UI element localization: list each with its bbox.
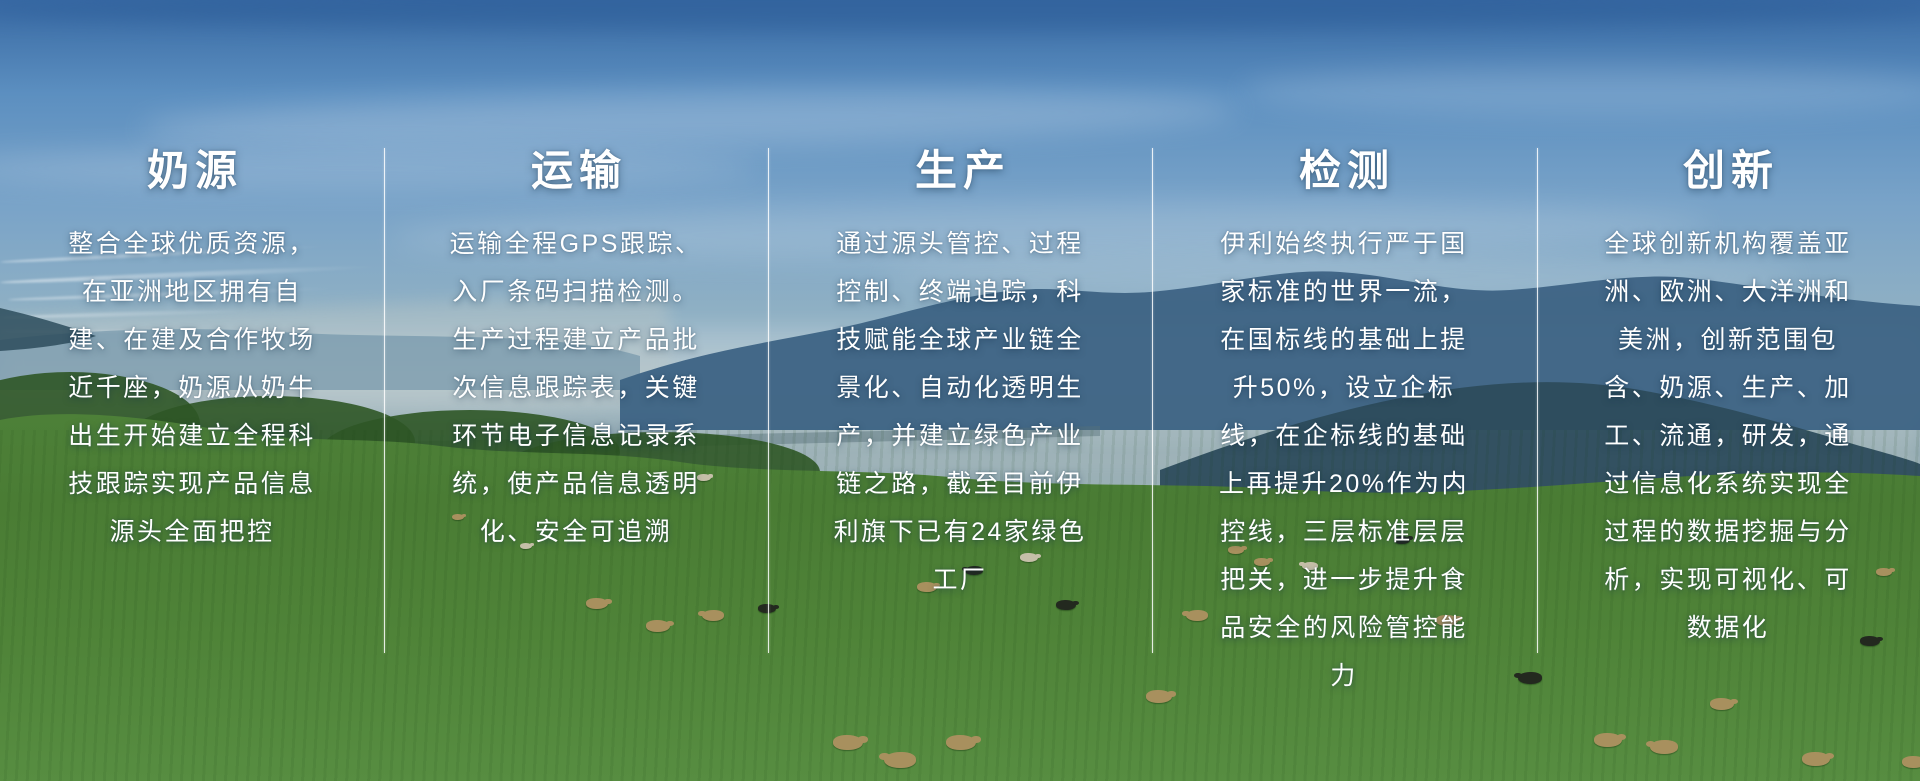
column-milk-source: 奶源 整合全球优质资源，在亚洲地区拥有自建、在建及合作牧场近千座，奶源从奶牛出生…	[0, 0, 384, 781]
column-body: 整合全球优质资源，在亚洲地区拥有自建、在建及合作牧场近千座，奶源从奶牛出生开始建…	[68, 230, 316, 546]
column-divider	[768, 148, 769, 653]
column-transport: 运输 运输全程GPS跟踪、入厂条码扫描检测。生产过程建立产品批次信息跟踪表，关键…	[384, 0, 768, 781]
column-body: 通过源头管控、过程控制、终端追踪，科技赋能全球产业链全景化、自动化透明生产，并建…	[833, 230, 1087, 594]
column-body: 伊利始终执行严于国家标准的世界一流，在国标线的基础上提升50%，设立企标线，在企…	[1218, 230, 1470, 690]
column-production: 生产 通过源头管控、过程控制、终端追踪，科技赋能全球产业链全景化、自动化透明生产…	[768, 0, 1152, 781]
column-divider	[1537, 148, 1538, 653]
column-divider	[384, 148, 385, 653]
column-body: 全球创新机构覆盖亚洲、欧洲、大洋洲和美洲，创新范围包含、奶源、生产、加工、流通，…	[1604, 230, 1852, 642]
column-title: 检测	[1298, 147, 1395, 194]
column-body: 运输全程GPS跟踪、入厂条码扫描检测。生产过程建立产品批次信息跟踪表，关键环节电…	[449, 230, 703, 546]
column-divider	[1152, 148, 1153, 653]
column-innovation: 创新 全球创新机构覆盖亚洲、欧洲、大洋洲和美洲，创新范围包含、奶源、生产、加工、…	[1536, 0, 1920, 781]
column-testing: 检测 伊利始终执行严于国家标准的世界一流，在国标线的基础上提升50%，设立企标线…	[1152, 0, 1536, 781]
column-title: 创新	[1682, 147, 1779, 194]
column-title: 奶源	[146, 147, 243, 194]
column-title: 运输	[530, 147, 627, 194]
column-title: 生产	[914, 147, 1011, 194]
